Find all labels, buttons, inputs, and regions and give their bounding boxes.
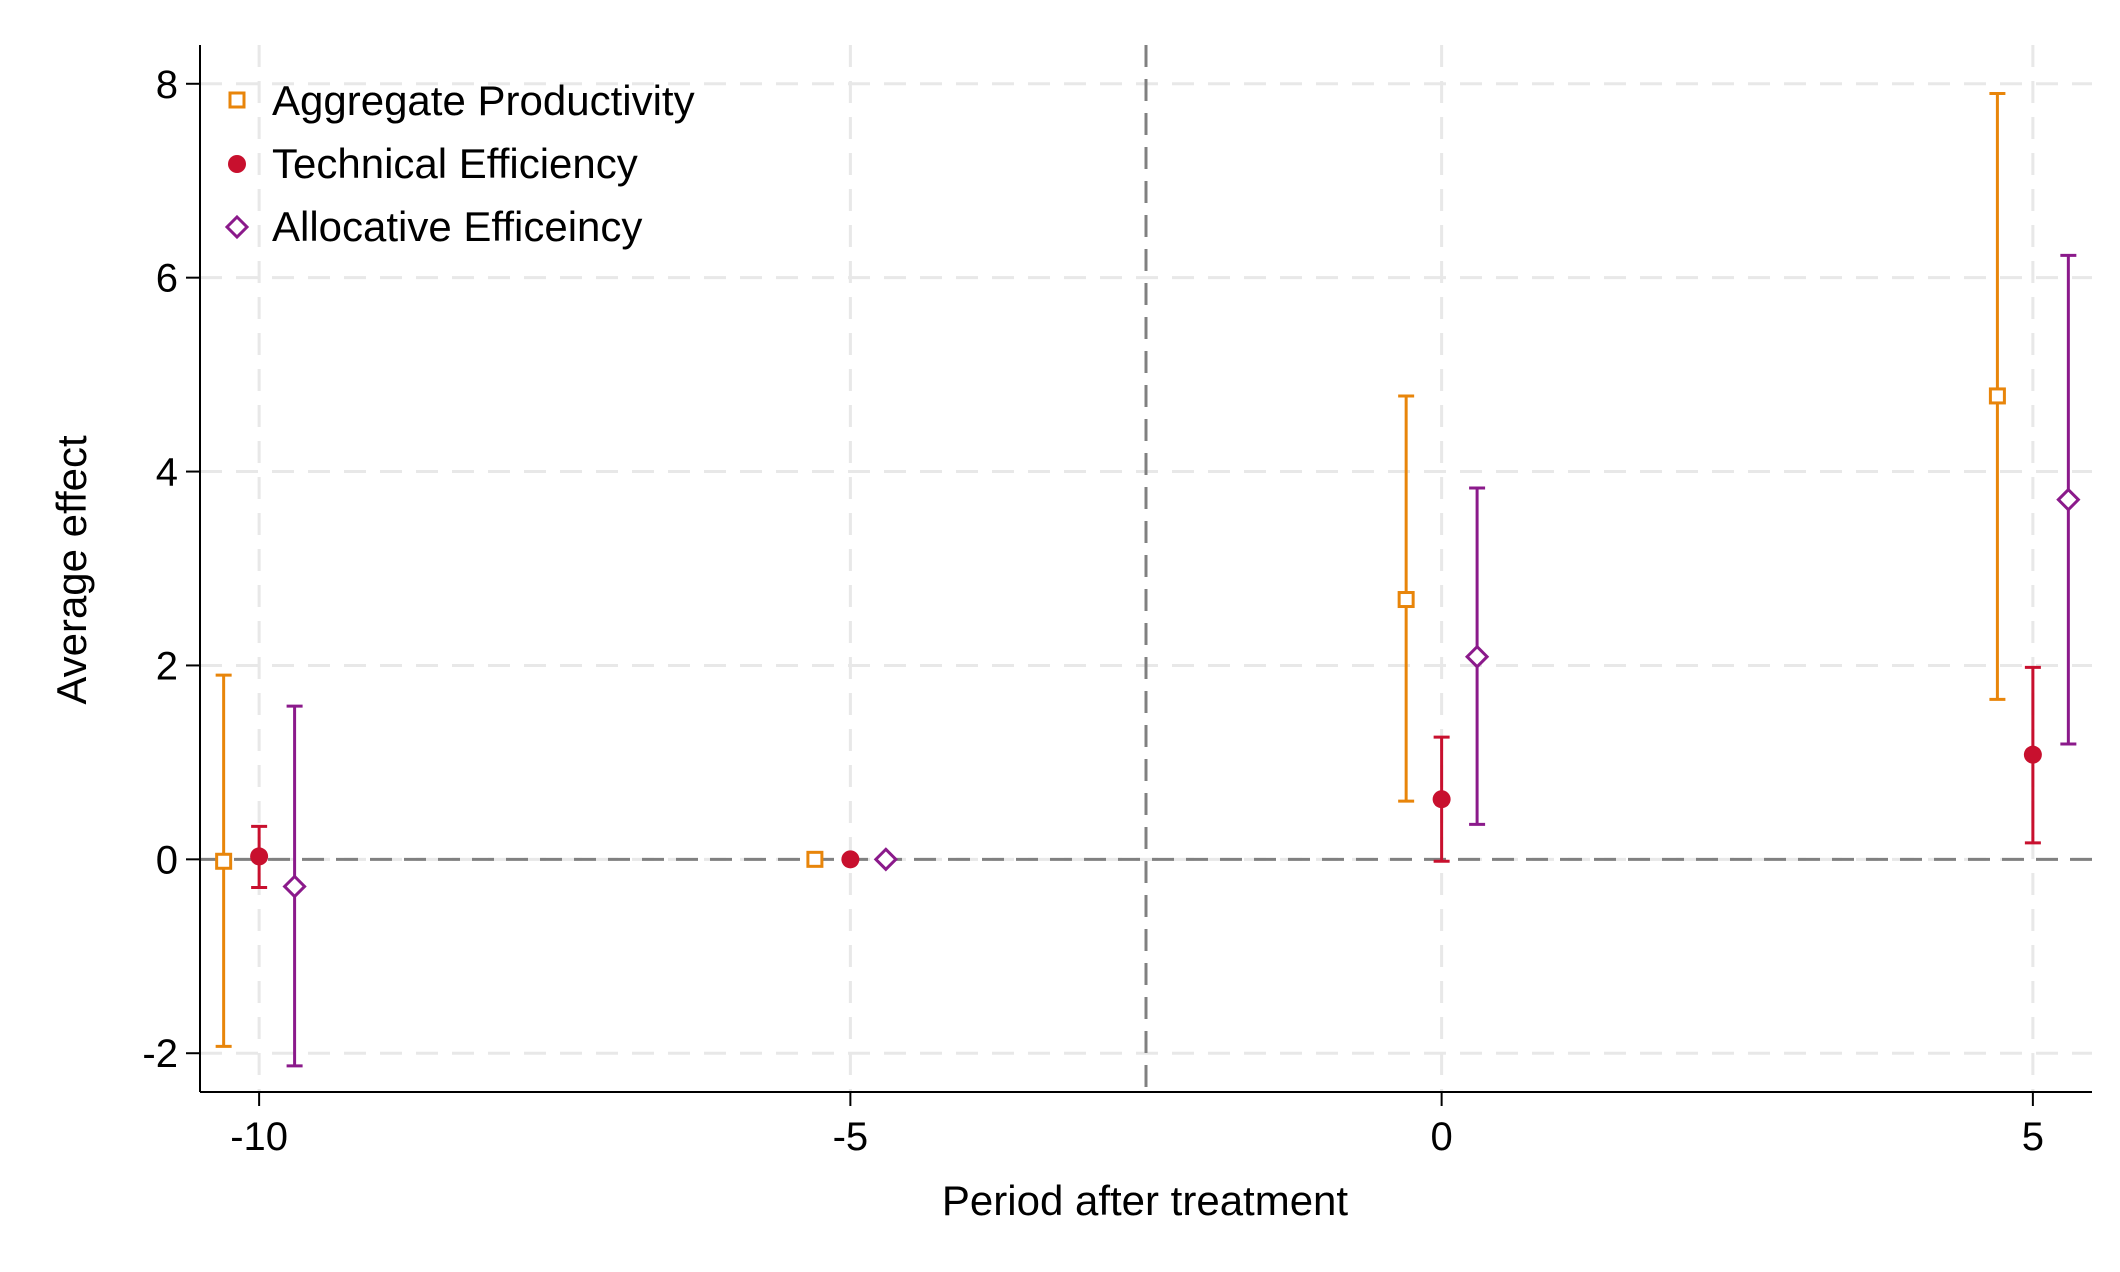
data-marks (215, 91, 2081, 1068)
legend-label: Allocative Efficeincy (272, 203, 642, 250)
legend-marker-diamond (224, 214, 250, 240)
legend-marker-square (228, 91, 246, 109)
data-point (1397, 591, 1415, 609)
data-point (1464, 644, 1490, 669)
x-tick-label: 5 (2022, 1115, 2044, 1159)
y-tick-label: 4 (156, 451, 178, 495)
x-tick-label: -5 (833, 1115, 869, 1159)
y-axis-title: Average effect (48, 435, 95, 705)
tick-labels: -2 0 2 4 6 8 -10 -5 0 5 (142, 63, 2044, 1159)
series-allocative-efficeincy (282, 253, 2081, 1068)
x-tick-label: -10 (230, 1115, 288, 1159)
data-point (841, 850, 860, 869)
y-tick-label: 6 (156, 257, 178, 301)
data-point (2056, 487, 2081, 512)
legend-label: Aggregate Productivity (272, 77, 695, 124)
legend-label: Technical Efficiency (272, 140, 638, 187)
legend-item-technical-efficiency: Technical Efficiency (228, 140, 638, 187)
data-point (1988, 387, 2006, 405)
data-point (282, 874, 307, 899)
legend-marker-circle (228, 155, 246, 173)
series-aggregate-productivity (215, 91, 2006, 1048)
legend-item-allocative-efficeincy: Allocative Efficeincy (224, 203, 642, 250)
data-point (215, 852, 233, 870)
x-tick-label: 0 (1431, 1115, 1453, 1159)
legend: Aggregate Productivity Technical Efficie… (224, 77, 695, 250)
axes (186, 45, 2092, 1106)
y-tick-label: 0 (156, 838, 178, 882)
reference-lines (200, 45, 2092, 1092)
data-point (1432, 790, 1451, 809)
data-point (806, 850, 824, 868)
y-tick-label: 8 (156, 63, 178, 107)
x-axis-title: Period after treatment (942, 1177, 1349, 1224)
y-tick-label: 2 (156, 644, 178, 688)
series-technical-efficiency (250, 665, 2042, 889)
data-point (250, 847, 269, 866)
legend-item-aggregate-productivity: Aggregate Productivity (228, 77, 695, 124)
data-point (2023, 745, 2042, 764)
y-tick-label: -2 (142, 1032, 178, 1076)
data-point (873, 847, 898, 872)
